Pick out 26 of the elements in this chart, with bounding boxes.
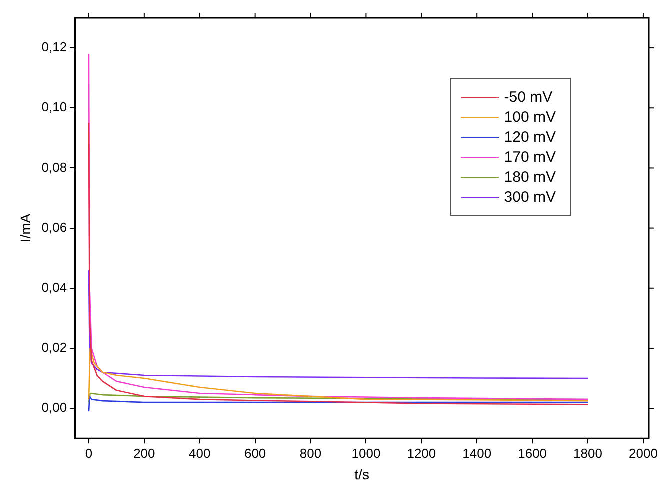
x-tick-label: 200 [134, 446, 156, 461]
legend-label: 170 mV [504, 148, 556, 166]
x-tick-label: 1400 [462, 446, 492, 461]
legend-label: 100 mV [504, 108, 556, 126]
y-tick-label: 0,06 [42, 220, 68, 235]
y-tick-label: 0,02 [42, 340, 68, 356]
x-tick-label: 1800 [574, 446, 602, 461]
x-tick-label: 400 [189, 446, 211, 461]
x-tick-label: 800 [300, 446, 322, 461]
legend-label: 180 mV [504, 168, 556, 186]
x-tick-label: 0 [85, 446, 93, 461]
x-tick-label: 1000 [352, 446, 381, 461]
y-tick-label: 0,00 [42, 400, 68, 416]
y-axis-title: I/mA [17, 213, 34, 243]
y-tick-label: 0,10 [42, 100, 68, 115]
y-tick-label: 0,04 [42, 280, 68, 295]
y-tick-label: 0,08 [42, 160, 68, 175]
x-axis-title: t/s [354, 466, 370, 482]
legend-label: 120 mV [504, 128, 556, 146]
x-tick-label: 600 [244, 446, 266, 461]
x-tick-label: 1600 [518, 446, 548, 461]
legend-label: -50 mV [504, 88, 553, 106]
x-tick-label: 2000 [629, 446, 658, 461]
y-tick-label: 0,12 [42, 40, 68, 55]
x-tick-label: 1200 [407, 446, 436, 461]
legend-label: 300 mV [504, 188, 556, 206]
